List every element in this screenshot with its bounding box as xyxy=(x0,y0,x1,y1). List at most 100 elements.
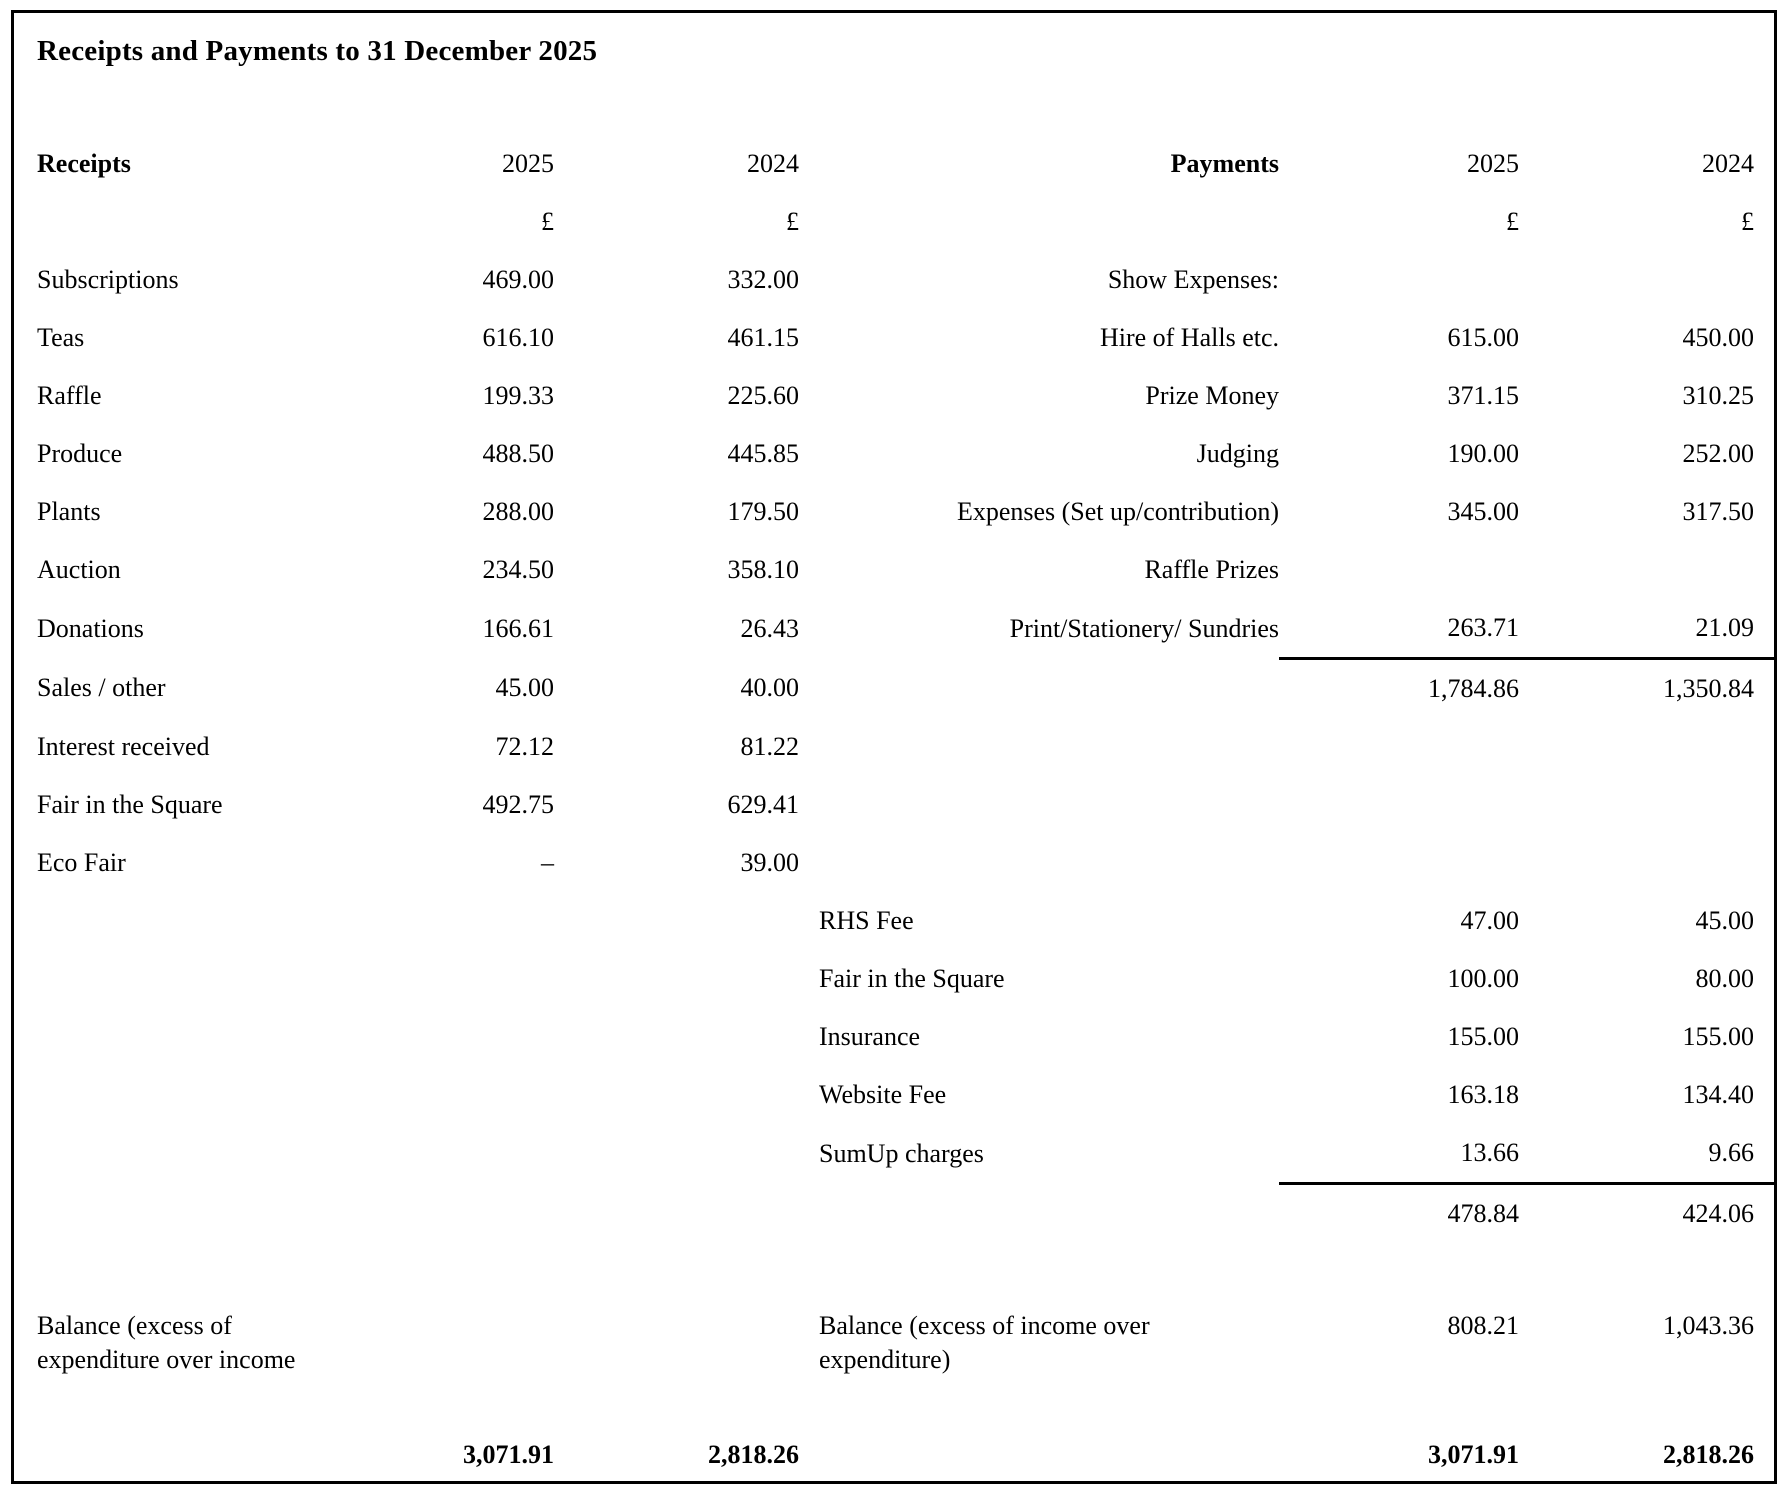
payments-2025-value-cell: 163.18 xyxy=(1447,1080,1520,1109)
receipts-label-cell: Interest received xyxy=(37,732,210,761)
payments-2025-value-cell: 808.21 xyxy=(1447,1311,1520,1340)
receipts-2024-value-cell xyxy=(554,1184,799,1244)
payments-2025-value-cell: 47.00 xyxy=(1460,906,1520,935)
payments-label-cell xyxy=(799,1243,1279,1303)
receipts-2025-value-cell xyxy=(314,892,554,950)
receipts-2025-value-cell xyxy=(314,1008,554,1066)
payments-2024-value-cell: 2,818.26 xyxy=(1663,1440,1754,1469)
receipts-2025-value-cell xyxy=(314,950,554,1008)
payments-2024-value-cell xyxy=(1519,1243,1774,1303)
payments-label-cell: Insurance xyxy=(819,1022,921,1051)
receipts-2024-currency: £ xyxy=(786,207,799,236)
payments-2024-value-cell: 21.09 xyxy=(1519,599,1774,660)
row-fair-in-the-square-payments: Fair in the Square 100.00 80.00 xyxy=(29,950,1774,1008)
receipts-2025-value-cell xyxy=(314,1066,554,1124)
payments-label-cell: RHS Fee xyxy=(819,906,914,935)
receipts-2025-value-cell: 45.00 xyxy=(495,673,555,703)
payments-2025-value-cell xyxy=(1279,541,1519,599)
payments-2024-value-cell: 1,350.84 xyxy=(1663,674,1754,703)
receipts-label-cell xyxy=(29,892,314,950)
payments-2025-value-cell xyxy=(1279,834,1519,892)
receipts-payments-table: Receipts 2025 2024 Payments 2025 2024 £ … xyxy=(29,135,1774,1481)
receipts-2025-value-cell xyxy=(314,1184,554,1244)
payments-label-cell: Print/Stationery/ Sundries xyxy=(1009,613,1279,643)
payments-2024-value-cell xyxy=(1519,776,1774,834)
receipts-2025-currency: £ xyxy=(541,207,554,236)
payments-2025-value-cell: 345.00 xyxy=(1447,497,1520,526)
receipts-label-cell: Balance (excess of expenditure over inco… xyxy=(37,1311,296,1374)
payments-2025-value-cell: 615.00 xyxy=(1447,323,1520,352)
receipts-2025-value-cell: – xyxy=(541,848,554,877)
payments-2024-value-cell: 450.00 xyxy=(1682,323,1755,352)
payments-label-cell: Raffle Prizes xyxy=(1144,555,1279,584)
payments-label-cell: Fair in the Square xyxy=(819,964,1005,993)
payments-2024-value-cell: 310.25 xyxy=(1682,381,1755,410)
receipts-2024-value-cell: 629.41 xyxy=(727,790,800,819)
receipts-label-cell xyxy=(29,1008,314,1066)
receipts-2025-value-cell xyxy=(314,1243,554,1303)
receipts-label-cell: Auction xyxy=(37,555,121,584)
receipts-label-cell: Teas xyxy=(37,323,85,352)
payments-2025-currency: £ xyxy=(1506,207,1519,236)
receipts-label-cell xyxy=(29,1243,314,1303)
receipts-label-cell xyxy=(29,1425,314,1481)
receipts-label-cell: Plants xyxy=(37,497,101,526)
receipts-label-cell: Donations xyxy=(37,613,144,643)
receipts-label-cell: Raffle xyxy=(37,381,102,410)
receipts-2025-value-cell xyxy=(314,1124,554,1184)
receipts-2025-value-cell: 488.50 xyxy=(482,439,555,468)
receipts-2024-value-cell: 225.60 xyxy=(727,381,800,410)
row-donations-print-stationery: Donations 166.61 26.43 Print/Stationery/ Su… xyxy=(29,599,1774,660)
payments-label-cell: Expenses (Set up/contribution) xyxy=(956,497,1279,526)
receipts-2024-value-cell xyxy=(554,1008,799,1066)
payments-label-cell: Prize Money xyxy=(1145,381,1279,410)
receipts-label-cell xyxy=(29,1066,314,1124)
row-balance: Balance (excess of expenditure over inco… xyxy=(29,1303,1774,1425)
payments-label-cell: Show Expenses: xyxy=(1107,265,1279,294)
payments-section-header: Payments xyxy=(1170,149,1279,178)
receipts-label-cell xyxy=(29,1184,314,1244)
payments-label-cell: Website Fee xyxy=(819,1080,947,1109)
payments-2024-value-cell: 1,043.36 xyxy=(1663,1311,1754,1340)
receipts-2024-value-cell: 332.00 xyxy=(727,265,800,294)
row-other-payments-subtotal: 478.84 424.06 xyxy=(29,1184,1774,1244)
row-rhs-fee: RHS Fee 47.00 45.00 xyxy=(29,892,1774,950)
payments-2025-value-cell: 155.00 xyxy=(1447,1022,1520,1051)
payments-label-cell xyxy=(799,659,1279,719)
receipts-2025-value-cell: 288.00 xyxy=(482,497,555,526)
receipts-2024-value-cell: 26.43 xyxy=(740,613,800,643)
row-produce-judging: Produce 488.50 445.85 Judging 190.00 252.00 xyxy=(29,425,1774,483)
receipts-2025-value-cell: 72.12 xyxy=(495,732,555,761)
row-sales-other-show-subtotal: Sales / other 45.00 40.00 1,784.86 1,350.84 xyxy=(29,659,1774,719)
empty-cell xyxy=(29,193,314,251)
receipts-section-header: Receipts xyxy=(37,149,131,178)
receipts-2024-value-cell: 81.22 xyxy=(740,732,800,761)
payments-label-cell: Balance (excess of income over expenditu… xyxy=(819,1311,1150,1374)
receipts-2024-value-cell: 358.10 xyxy=(727,555,800,584)
payments-2025-value-cell: 263.71 xyxy=(1279,599,1519,660)
payments-label-cell xyxy=(799,718,1279,776)
receipts-2024-value-cell: 445.85 xyxy=(727,439,800,468)
receipts-2025-value-cell: 469.00 xyxy=(482,265,555,294)
payments-2024-value-cell: 317.50 xyxy=(1682,497,1755,526)
payments-2024-value-cell: 134.40 xyxy=(1682,1080,1755,1109)
row-teas-hire-of-halls: Teas 616.10 461.15 Hire of Halls etc. 615.00… xyxy=(29,309,1774,367)
receipts-label-cell: Sales / other xyxy=(37,673,166,703)
receipts-2024-value-cell: 179.50 xyxy=(727,497,800,526)
receipts-2025-value-cell: 492.75 xyxy=(482,790,555,819)
column-header-row: Receipts 2025 2024 Payments 2025 2024 xyxy=(29,135,1774,193)
payments-2025-value-cell xyxy=(1279,1243,1519,1303)
payments-2024-currency: £ xyxy=(1741,207,1754,236)
document-page: Receipts and Payments to 31 December 202… xyxy=(11,10,1777,1484)
empty-cell xyxy=(799,193,1279,251)
receipts-2024-value-cell: 461.15 xyxy=(727,323,800,352)
payments-2024-value-cell: 424.06 xyxy=(1682,1199,1755,1228)
row-insurance: Insurance 155.00 155.00 xyxy=(29,1008,1774,1066)
payments-2024-value-cell: 80.00 xyxy=(1695,964,1755,993)
currency-header-row: £ £ £ £ xyxy=(29,193,1774,251)
receipts-label-cell: Subscriptions xyxy=(37,265,179,294)
payments-year-2025-header: 2025 xyxy=(1467,149,1519,178)
statement-table-body: Subscriptions 469.00 332.00 Show Expenses: T… xyxy=(29,251,1774,1481)
payments-2024-value-cell xyxy=(1519,251,1774,309)
receipts-2025-value-cell: 199.33 xyxy=(482,381,555,410)
